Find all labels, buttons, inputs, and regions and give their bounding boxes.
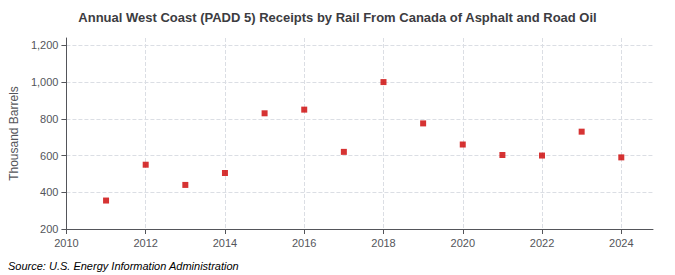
svg-text:400: 400 xyxy=(40,186,58,198)
svg-text:200: 200 xyxy=(40,223,58,235)
svg-text:2012: 2012 xyxy=(133,237,157,249)
svg-text:1,000: 1,000 xyxy=(31,76,59,88)
svg-text:2024: 2024 xyxy=(609,237,633,249)
svg-text:2018: 2018 xyxy=(371,237,395,249)
svg-text:Thousand Barrels: Thousand Barrels xyxy=(7,86,21,181)
svg-text:2010: 2010 xyxy=(54,237,78,249)
svg-text:1,200: 1,200 xyxy=(31,39,59,51)
svg-text:Annual West Coast (PADD 5) Rec: Annual West Coast (PADD 5) Receipts by R… xyxy=(78,10,596,25)
svg-text:2022: 2022 xyxy=(530,237,554,249)
svg-text:2020: 2020 xyxy=(451,237,475,249)
svg-text:800: 800 xyxy=(40,113,58,125)
svg-text:Source: U.S. Energy Informatio: Source: U.S. Energy Information Administ… xyxy=(8,260,239,272)
svg-text:2014: 2014 xyxy=(213,237,237,249)
svg-text:2016: 2016 xyxy=(292,237,316,249)
svg-text:600: 600 xyxy=(40,150,58,162)
